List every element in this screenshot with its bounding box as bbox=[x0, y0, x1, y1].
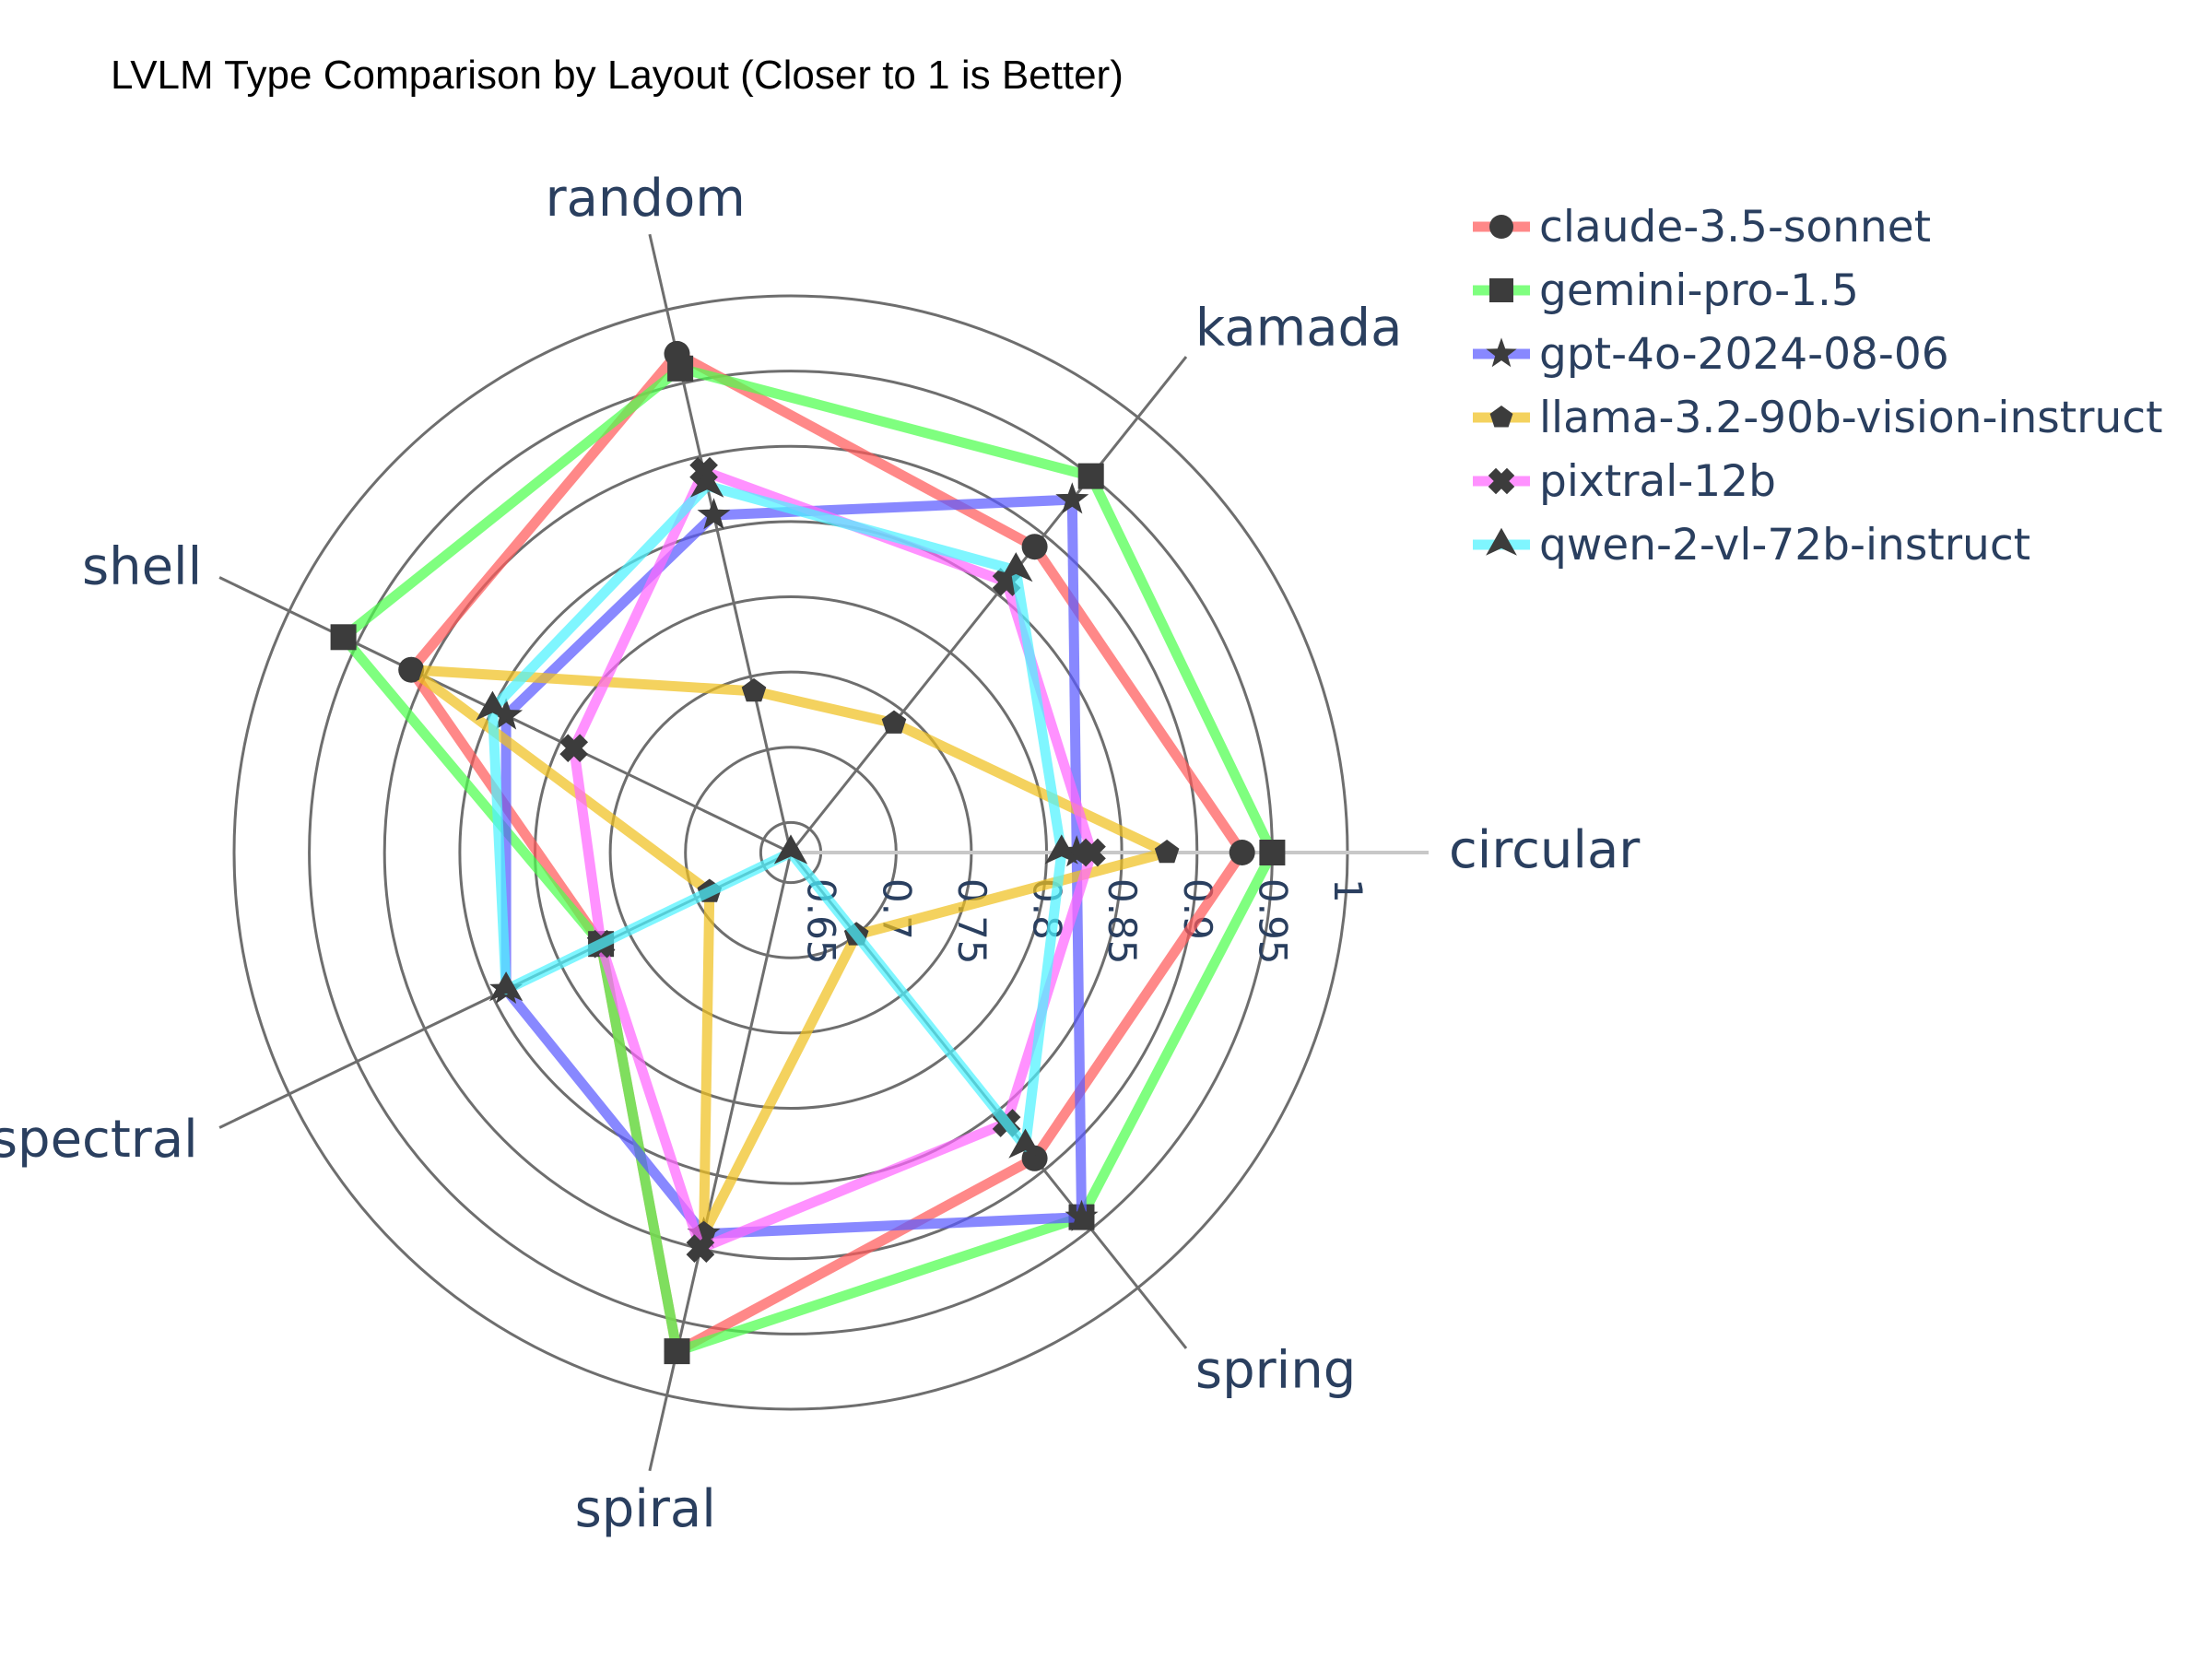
series-line-gemini-pro-1.5 bbox=[338, 363, 1277, 1357]
data-point-qwen-2-vl-72b-instruct-random bbox=[690, 467, 724, 498]
radial-tick-label: 0.85 bbox=[1100, 878, 1145, 965]
legend-marker-x-bar-b bbox=[1488, 467, 1515, 495]
data-point-pixtral-12b-shell bbox=[559, 734, 589, 763]
legend-item-gemini-pro-1.5[interactable]: gemini-pro-1.5 bbox=[1473, 265, 1859, 316]
category-label-spectral: spectral bbox=[0, 1110, 198, 1170]
series-line-pixtral-12b bbox=[569, 465, 1097, 1254]
legend-item-gpt-4o-2024-08-06[interactable]: gpt-4o-2024-08-06 bbox=[1473, 329, 1949, 380]
series-line-qwen-2-vl-72b-instruct bbox=[487, 480, 1067, 1152]
series-line-gpt-4o-2024-08-06 bbox=[500, 494, 1087, 1240]
legend-label: qwen-2-vl-72b-instruct bbox=[1539, 520, 2030, 571]
chart-title: LVLM Type Comparison by Layout (Closer t… bbox=[111, 53, 1124, 98]
data-point-qwen-2-vl-72b-instruct-spiral bbox=[773, 834, 808, 865]
data-point-claude-3.5-sonnet-spring bbox=[1021, 1145, 1048, 1171]
data-point-pixtral-12b-spiral-bar-b bbox=[686, 1234, 715, 1264]
legend-marker-pentagon bbox=[1489, 406, 1513, 428]
legend-label: gemini-pro-1.5 bbox=[1539, 265, 1859, 316]
legend-item-claude-3.5-sonnet[interactable]: claude-3.5-sonnet bbox=[1473, 202, 1931, 253]
data-point-gemini-pro-1.5-random bbox=[667, 355, 694, 382]
radial-tick-label: 0.75 bbox=[949, 878, 994, 965]
spoke-kamada bbox=[789, 356, 1188, 853]
legend-marker-square bbox=[1489, 278, 1513, 302]
category-label-spiral: spiral bbox=[575, 1479, 716, 1539]
series-line-llama-3.2-90b-vision-instruct bbox=[406, 665, 1172, 1240]
data-point-gemini-pro-1.5-circular bbox=[1259, 840, 1286, 865]
data-point-qwen-2-vl-72b-instruct-spectral bbox=[488, 971, 524, 1002]
data-point-gpt-4o-2024-08-06-circular bbox=[1060, 835, 1094, 867]
legend[interactable]: claude-3.5-sonnet gemini-pro-1.5 gpt-4o-20… bbox=[1473, 202, 2163, 571]
category-label-random: random bbox=[546, 169, 746, 229]
category-label-shell: shell bbox=[82, 536, 202, 596]
data-point-pixtral-12b-circular-bar-b bbox=[1077, 838, 1106, 867]
data-point-llama-3.2-90b-vision-instruct-circular bbox=[1154, 840, 1180, 864]
series-qwen-2-vl-72b-instruct bbox=[476, 467, 1078, 1159]
legend-item-pixtral-12b[interactable]: pixtral-12b bbox=[1473, 456, 1776, 507]
legend-label: pixtral-12b bbox=[1539, 456, 1776, 507]
data-point-pixtral-12b-spiral bbox=[686, 1234, 715, 1264]
series-traces bbox=[330, 340, 1286, 1365]
data-point-llama-3.2-90b-vision-instruct-kamada bbox=[881, 710, 907, 734]
category-label-spring: spring bbox=[1195, 1340, 1356, 1400]
legend-label: llama-3.2-90b-vision-instruct bbox=[1539, 393, 2163, 443]
legend-item-llama-3.2-90b-vision-instruct[interactable]: llama-3.2-90b-vision-instruct bbox=[1473, 393, 2163, 443]
data-point-pixtral-12b-shell-bar-b bbox=[559, 734, 589, 763]
data-point-gpt-4o-2024-08-06-random bbox=[697, 498, 731, 530]
category-labels: circular kamada random shell spectral spiral s… bbox=[0, 169, 1641, 1539]
data-point-qwen-2-vl-72b-instruct-circular bbox=[1044, 834, 1078, 865]
legend-marker-triangle bbox=[1486, 527, 1517, 556]
data-point-gpt-4o-2024-08-06-shell bbox=[489, 698, 524, 730]
data-point-pixtral-12b-circular bbox=[1077, 838, 1106, 867]
legend-item-qwen-2-vl-72b-instruct[interactable]: qwen-2-vl-72b-instruct bbox=[1473, 520, 2030, 571]
data-point-qwen-2-vl-72b-instruct-shell bbox=[476, 690, 510, 721]
legend-label: claude-3.5-sonnet bbox=[1539, 202, 1931, 253]
spoke-random bbox=[648, 233, 793, 853]
data-point-gemini-pro-1.5-kamada bbox=[1077, 463, 1104, 489]
legend-label: gpt-4o-2024-08-06 bbox=[1539, 329, 1949, 380]
data-point-qwen-2-vl-72b-instruct-kamada bbox=[999, 552, 1033, 582]
data-point-gemini-pro-1.5-shell bbox=[330, 624, 357, 651]
spoke-spiral bbox=[648, 852, 793, 1472]
data-point-gemini-pro-1.5-spiral bbox=[664, 1338, 690, 1365]
data-point-pixtral-12b-random-bar-b bbox=[689, 456, 718, 486]
data-point-gpt-4o-2024-08-06-spring bbox=[1065, 1199, 1099, 1231]
radial-tick-label: 0.95 bbox=[1250, 878, 1295, 965]
data-point-llama-3.2-90b-vision-instruct-shell bbox=[398, 656, 424, 680]
data-point-qwen-2-vl-72b-instruct-spring bbox=[1008, 1128, 1042, 1159]
data-point-gpt-4o-2024-08-06-kamada bbox=[1055, 482, 1089, 514]
legend-marker-x bbox=[1488, 467, 1515, 495]
data-point-llama-3.2-90b-vision-instruct-random bbox=[741, 677, 767, 702]
data-point-claude-3.5-sonnet-circular bbox=[1229, 840, 1255, 865]
category-label-circular: circular bbox=[1449, 820, 1641, 880]
radial-tick-label: 1 bbox=[1325, 878, 1371, 903]
category-label-kamada: kamada bbox=[1195, 299, 1403, 359]
legend-marker-circle bbox=[1489, 215, 1513, 239]
legend-marker-star bbox=[1486, 337, 1517, 368]
data-point-claude-3.5-sonnet-kamada bbox=[1021, 534, 1048, 560]
